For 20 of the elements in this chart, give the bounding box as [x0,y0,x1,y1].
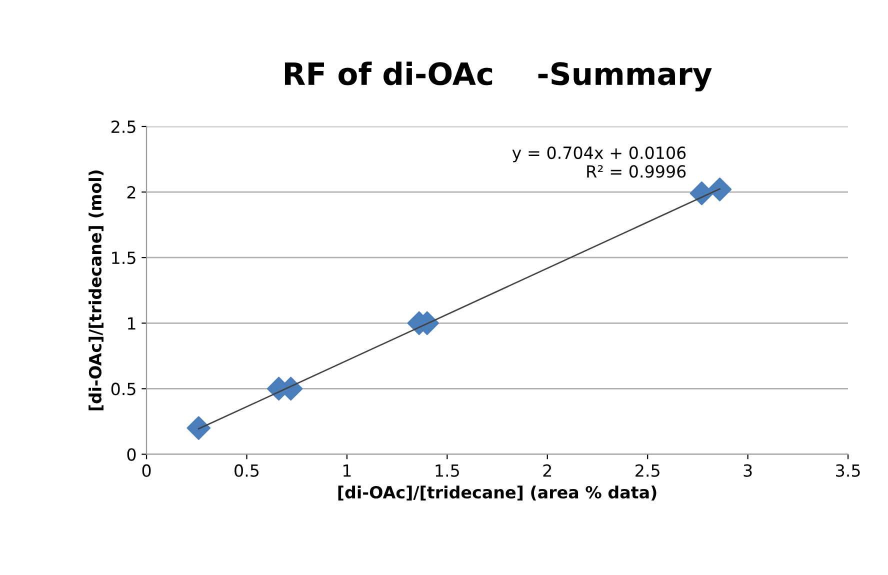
y-tick-label: 1.5 [112,252,136,264]
chart-title: RF of di-OAc -Summary [284,62,712,92]
y-tick-label: 0.5 [111,382,136,396]
y-tick-label: 2 [127,186,136,198]
y-tick-label: 0 [127,448,136,461]
x-tick-label: 2 [543,464,552,477]
y-axis-title: [di-OAc]/[tridecane] (mol) [88,170,104,410]
x-tick-label: 3.5 [836,464,860,477]
point [186,416,211,440]
x-tick-label: 3 [744,464,752,477]
x-tick-label: 2.5 [636,464,660,477]
annotation: y = 0.704x + 0.0106 R² = 0.9996 [512,146,686,178]
x-tick-label: 0 [142,464,151,477]
x-axis-title: [di-OAc]/[tridecane] (area % data) [338,486,656,501]
y-tick-label: 1 [128,317,136,330]
x-tick-label: 0.5 [234,464,259,477]
point [708,178,732,202]
x-tick-label: 1.5 [436,464,459,477]
y-tick-label: 2.5 [112,120,136,134]
x-tick-label: 1 [343,464,351,477]
